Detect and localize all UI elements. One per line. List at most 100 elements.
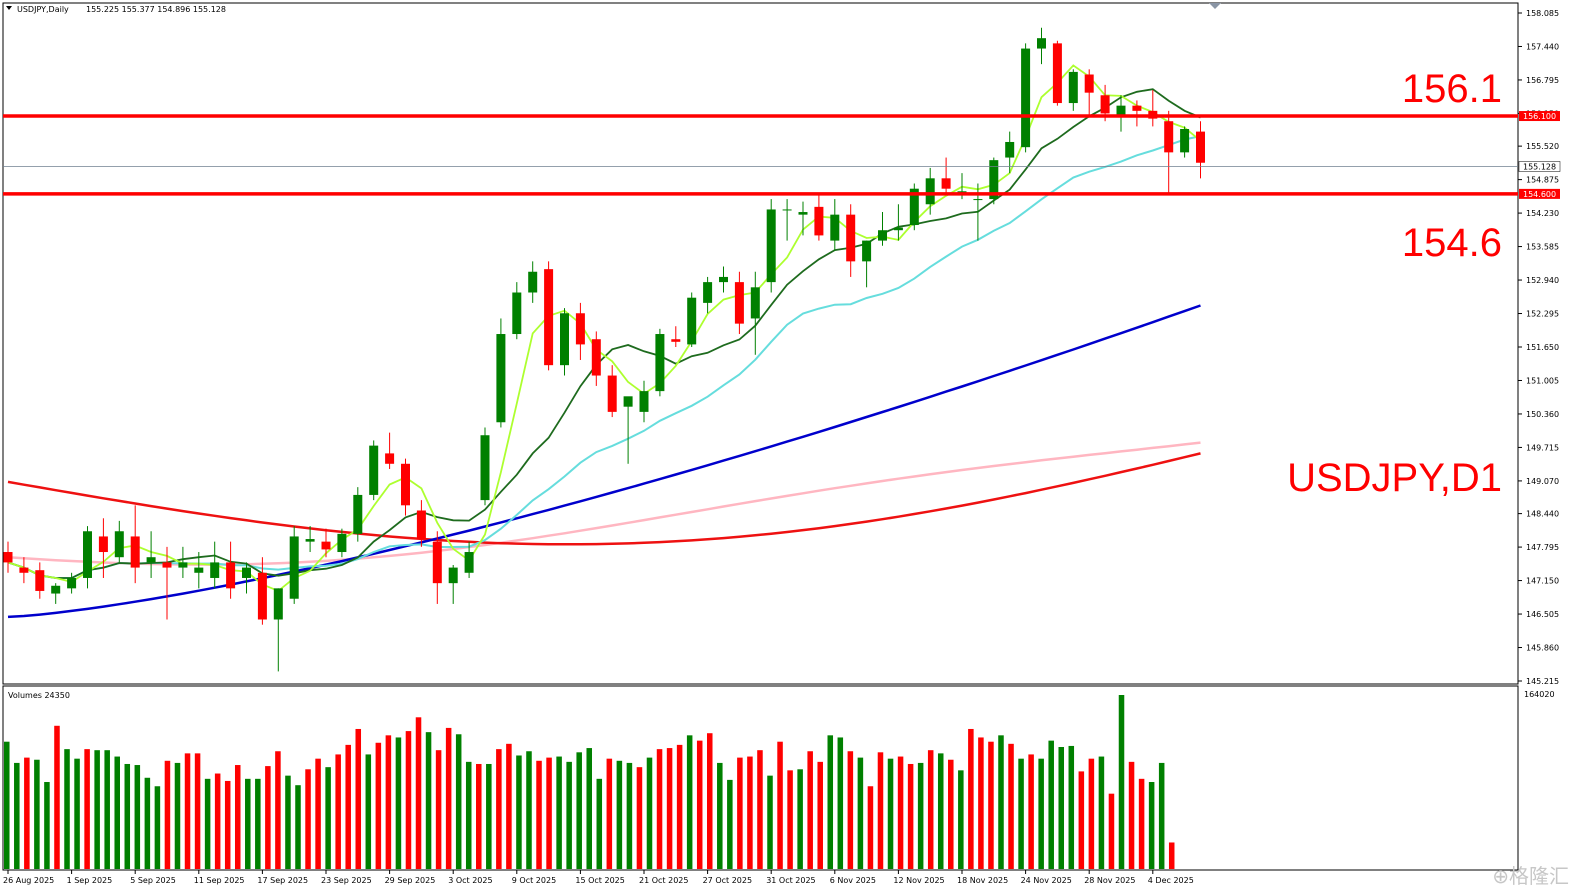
time-tick-label: 5 Sep 2025 <box>130 876 176 885</box>
time-tick-label: 27 Oct 2025 <box>703 876 752 885</box>
volume-bar <box>857 757 864 869</box>
volume-bar <box>375 742 382 869</box>
shift-marker-icon[interactable] <box>1209 3 1221 9</box>
symbol-dropdown-icon[interactable] <box>6 6 12 10</box>
candle-bull <box>337 533 347 553</box>
candle-bull <box>496 334 506 423</box>
candle-bull <box>178 562 188 568</box>
volume-bar <box>385 735 392 869</box>
volume-bar <box>616 760 623 869</box>
volume-bar <box>184 753 191 869</box>
volume-bar <box>817 761 823 869</box>
time-tick-label: 24 Nov 2025 <box>1021 876 1072 885</box>
volume-bar <box>245 778 251 869</box>
volume-bar <box>1068 745 1075 869</box>
volume-bar <box>144 777 151 869</box>
candle-bear <box>814 206 824 236</box>
time-tick-label: 9 Oct 2025 <box>512 876 556 885</box>
volume-bar <box>54 725 60 869</box>
candle-bear <box>1164 121 1174 153</box>
candle-bull <box>639 391 649 412</box>
volume-bar <box>696 740 703 869</box>
volume-bar <box>717 762 723 869</box>
volume-bar <box>365 754 372 869</box>
candle-bull <box>989 160 999 200</box>
volume-bar <box>34 759 40 869</box>
candle-bear <box>734 282 744 324</box>
volume-bar <box>74 758 80 869</box>
price-level-tag-text: 154.600 <box>1523 190 1556 199</box>
time-tick-label: 1 Sep 2025 <box>67 876 113 885</box>
candle-bull <box>830 214 840 241</box>
volume-bar <box>917 762 924 869</box>
volume-bar <box>44 782 50 869</box>
volume-bar <box>877 752 884 869</box>
candle-bear <box>401 463 410 506</box>
price-axis: 158.085157.440156.795156.150155.520154.8… <box>1518 9 1559 686</box>
volume-bar <box>506 743 512 869</box>
price-tick-label: 158.085 <box>1526 9 1559 18</box>
candle-bull <box>1180 129 1190 153</box>
volume-bar <box>305 769 311 869</box>
candle-bull <box>83 531 92 578</box>
candle-bear <box>432 541 442 584</box>
time-tick-label: 15 Oct 2025 <box>575 876 624 885</box>
volume-bar <box>988 741 994 869</box>
volume-bar <box>958 770 964 869</box>
candle-bull <box>273 588 283 620</box>
volume-bar <box>606 758 613 869</box>
price-tick-label: 154.875 <box>1526 176 1559 185</box>
candle-bear <box>416 510 426 540</box>
candle-bear <box>19 567 29 573</box>
candle-bear <box>385 453 395 464</box>
volume-bar <box>24 757 30 869</box>
price-tick-label: 145.860 <box>1526 644 1559 653</box>
time-tick-label: 23 Sep 2025 <box>321 876 372 885</box>
volume-bar <box>516 755 522 869</box>
volume-bar <box>465 761 472 869</box>
candle-bull <box>909 188 919 226</box>
candle-bull <box>878 230 887 241</box>
candle-bull <box>782 209 792 211</box>
candle-bull <box>528 271 538 293</box>
volume-bar <box>907 763 914 869</box>
volume-bar <box>656 749 663 869</box>
price-tick-label: 149.070 <box>1526 477 1559 486</box>
volume-bar <box>827 735 834 869</box>
volume-bar <box>1158 762 1165 869</box>
volume-bar <box>887 758 894 869</box>
volume-bar <box>325 767 331 869</box>
price-tick-label: 157.440 <box>1526 42 1559 51</box>
volume-bar <box>425 732 432 869</box>
candle-bear <box>35 570 45 591</box>
volume-bar <box>496 749 502 869</box>
candle-bear <box>162 562 172 568</box>
candle-bear <box>575 313 585 345</box>
volume-bar <box>807 751 813 869</box>
time-axis: 26 Aug 2025 1 Sep 2025 5 Sep 2025 11 Sep 20… <box>3 870 1194 885</box>
volume-bar <box>395 737 402 869</box>
volume-bar <box>1048 740 1054 869</box>
volume-bar <box>285 775 291 869</box>
volume-bar <box>194 753 201 869</box>
time-tick-label: 3 Oct 2025 <box>448 876 492 885</box>
volume-bar <box>837 737 844 869</box>
volume-bar <box>576 752 582 869</box>
volume-bar <box>64 749 70 869</box>
volume-bar <box>937 753 944 869</box>
price-tick-label: 153.585 <box>1526 243 1559 252</box>
volume-bar <box>1018 758 1024 869</box>
price-level-tag <box>1519 188 1560 199</box>
candle-bear <box>257 572 267 620</box>
price-tick-label: 148.440 <box>1526 510 1559 519</box>
price-tick-label: 147.795 <box>1526 543 1559 552</box>
candle-bear <box>130 536 140 568</box>
volume-bar <box>897 756 904 869</box>
horizontal-levels[interactable]: 156.100 154.600 155.128 <box>3 111 1561 199</box>
time-tick-label: 18 Nov 2025 <box>957 876 1008 885</box>
volume-bar <box>486 763 492 869</box>
volume-bar <box>94 750 100 869</box>
volume-bar <box>636 767 643 869</box>
price-tick-label: 151.650 <box>1526 343 1559 352</box>
volume-bar <box>164 760 171 869</box>
